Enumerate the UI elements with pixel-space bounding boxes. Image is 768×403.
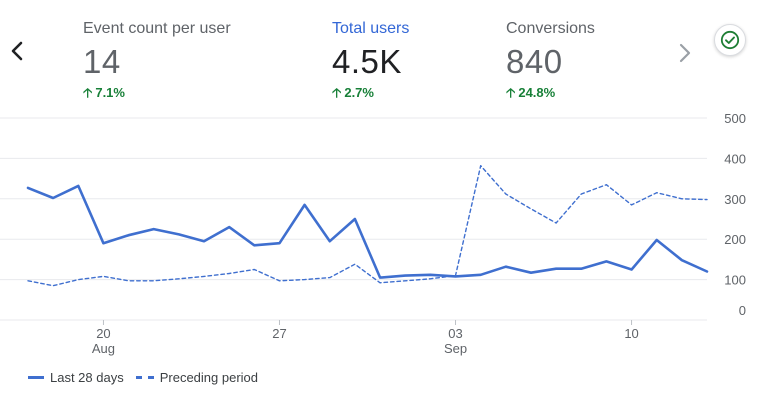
y-tick-label: 200 — [724, 232, 746, 247]
x-tick-month-label: Sep — [444, 341, 467, 356]
legend-item-preceding-period: Preceding period — [135, 370, 259, 385]
metric-change-value: 24.8% — [518, 85, 556, 100]
next-metrics-button[interactable] — [676, 40, 694, 66]
x-tick-label: 27 — [272, 326, 286, 341]
chevron-left-icon — [11, 41, 23, 61]
legend-item-last-28-days: Last 28 days — [28, 370, 124, 385]
x-tick-label: 03 — [448, 326, 462, 341]
y-tick-label: 100 — [724, 273, 746, 288]
legend-swatch-solid — [28, 376, 44, 379]
arrow-up-icon: 🡡 — [332, 85, 342, 100]
metric-value: 14 — [83, 43, 121, 80]
arrow-up-icon: 🡡 — [506, 85, 516, 100]
chart-series — [26, 164, 709, 287]
metric-conversions[interactable]: Conversions 840 🡡 24.8% — [506, 20, 595, 106]
y-tick-label: 300 — [724, 192, 746, 207]
y-tick-label: 500 — [724, 111, 746, 126]
metric-value: 4.5K — [332, 43, 402, 80]
metric-label: Total users — [332, 20, 410, 37]
metric-label: Conversions — [506, 20, 595, 37]
metric-value: 840 — [506, 43, 563, 80]
check-circle-icon — [720, 30, 740, 50]
metric-change-value: 7.1% — [95, 85, 125, 100]
legend-swatch-dashed — [135, 376, 154, 379]
legend-label: Preceding period — [159, 370, 259, 385]
metric-change: 🡡 24.8% — [506, 84, 595, 106]
metric-change: 🡡 7.1% — [83, 84, 231, 106]
x-tick-label: 10 — [624, 326, 638, 341]
x-tick-label: 20 — [96, 326, 110, 341]
series-line-preceding-period — [27, 164, 708, 287]
metric-change-value: 2.7% — [344, 85, 374, 100]
metric-total-users[interactable]: Total users 4.5K 🡡 2.7% — [332, 20, 409, 106]
y-tick-label: 400 — [724, 151, 746, 166]
legend-label: Last 28 days — [50, 370, 124, 385]
metric-label: Event count per user — [83, 20, 231, 37]
metric-event-count-per-user[interactable]: Event count per user 14 🡡 7.1% — [83, 20, 231, 106]
chart-grid — [0, 117, 707, 321]
chevron-right-icon — [679, 43, 691, 63]
back-button[interactable] — [6, 38, 28, 64]
arrow-up-icon: 🡡 — [83, 85, 93, 100]
series-line-last-28-days — [26, 184, 709, 279]
chart-legend: Last 28 days Preceding period — [28, 370, 270, 385]
x-tick-month-label: Aug — [92, 341, 115, 356]
status-badge[interactable] — [714, 24, 746, 56]
y-tick-label: 0 — [739, 303, 746, 318]
metric-change: 🡡 2.7% — [332, 84, 409, 106]
